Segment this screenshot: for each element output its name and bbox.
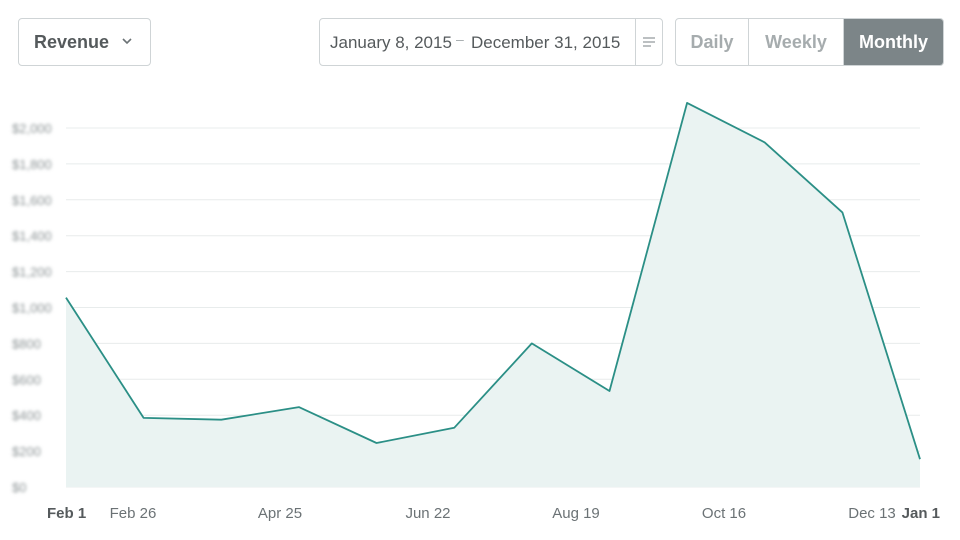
revenue-area-fill bbox=[66, 102, 920, 488]
data-point[interactable] bbox=[603, 385, 615, 397]
period-weekly-button[interactable]: Weekly bbox=[749, 19, 844, 65]
y-tick-label: $400 bbox=[12, 408, 41, 423]
date-range-picker[interactable]: January 8, 2015 – December 31, 2015 bbox=[319, 18, 663, 66]
data-point[interactable] bbox=[526, 337, 538, 349]
period-toggle: Daily Weekly Monthly bbox=[675, 18, 944, 66]
data-point[interactable] bbox=[681, 97, 693, 109]
y-tick-label: $800 bbox=[12, 336, 41, 351]
y-tick-label: $1,600 bbox=[12, 193, 52, 208]
date-range-menu-button[interactable] bbox=[635, 19, 662, 65]
data-point[interactable] bbox=[371, 437, 383, 449]
revenue-series-line bbox=[65, 102, 921, 460]
x-tick-label: Apr 25 bbox=[258, 505, 302, 522]
x-tick-label: Feb 26 bbox=[110, 505, 157, 522]
data-point[interactable] bbox=[138, 412, 150, 424]
data-point[interactable] bbox=[60, 292, 72, 304]
x-tick-label: Jan 1 bbox=[902, 505, 940, 522]
date-separator: – bbox=[456, 31, 464, 47]
data-point[interactable] bbox=[215, 414, 227, 426]
x-tick-label: Feb 1 bbox=[47, 505, 86, 522]
x-tick-label: Jun 22 bbox=[405, 505, 450, 522]
x-tick-label: Aug 19 bbox=[552, 505, 600, 522]
y-tick-label: $600 bbox=[12, 372, 41, 387]
y-tick-label: $1,400 bbox=[12, 229, 52, 244]
chevron-down-icon bbox=[122, 38, 132, 45]
y-tick-label: $1,800 bbox=[12, 157, 52, 172]
metric-dropdown[interactable]: Revenue bbox=[18, 18, 151, 66]
data-point[interactable] bbox=[293, 401, 305, 413]
y-tick-label: $200 bbox=[12, 444, 41, 459]
y-tick-label: $0 bbox=[12, 480, 26, 495]
metric-dropdown-label: Revenue bbox=[34, 31, 110, 52]
period-daily-button[interactable]: Daily bbox=[676, 19, 749, 65]
x-tick-label: Dec 13 bbox=[848, 505, 896, 522]
y-tick-label: $1,200 bbox=[12, 265, 52, 280]
data-point[interactable] bbox=[448, 422, 460, 434]
y-tick-label: $2,000 bbox=[12, 121, 52, 136]
data-point[interactable] bbox=[759, 136, 771, 148]
data-point[interactable] bbox=[914, 453, 926, 465]
y-tick-label: $1,000 bbox=[12, 301, 52, 316]
x-tick-label: Oct 16 bbox=[702, 505, 746, 522]
data-point[interactable] bbox=[836, 206, 848, 218]
menu-lines-icon bbox=[643, 37, 655, 47]
start-date-field[interactable]: January 8, 2015 bbox=[330, 33, 452, 52]
end-date-field[interactable]: December 31, 2015 bbox=[471, 33, 621, 52]
period-monthly-button[interactable]: Monthly bbox=[844, 19, 943, 65]
